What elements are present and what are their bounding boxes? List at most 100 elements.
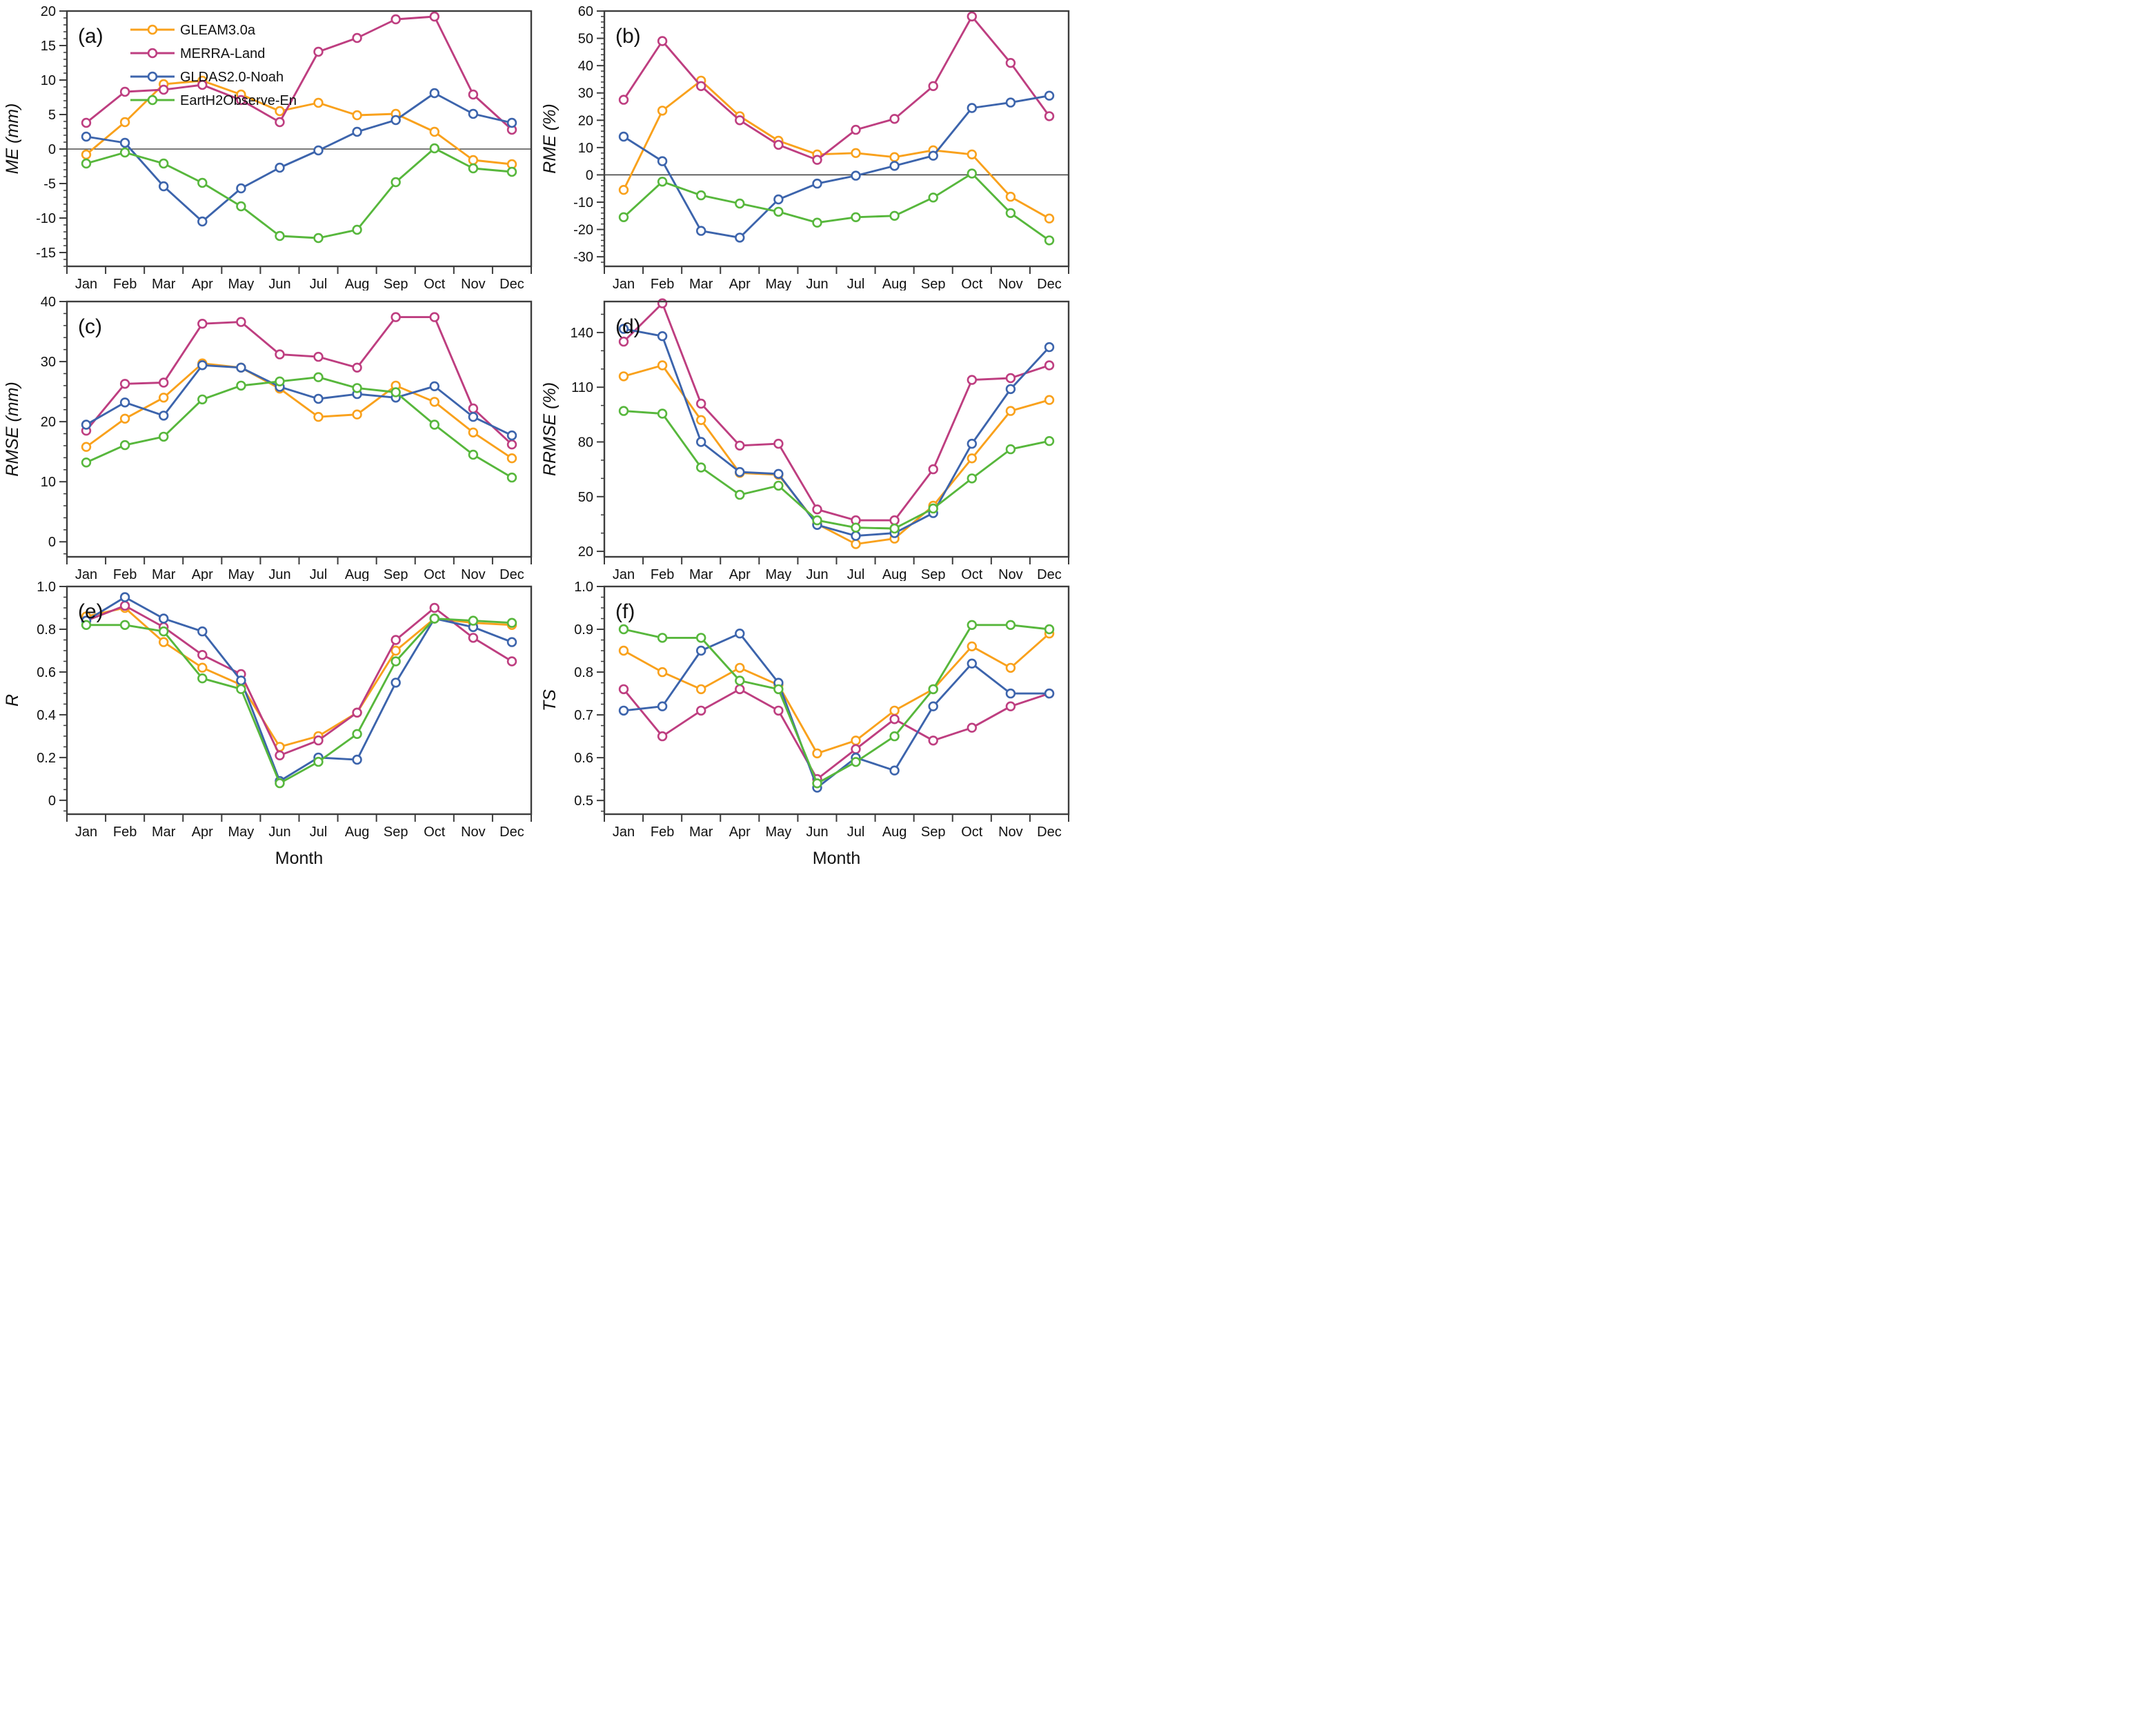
- data-point-marker: [967, 473, 977, 484]
- month-label: Jul: [847, 277, 865, 290]
- data-point-marker: [618, 645, 629, 656]
- data-point-marker: [657, 731, 668, 742]
- y-tick-label: 0: [48, 535, 56, 550]
- data-point-marker: [1005, 384, 1016, 395]
- data-point-marker: [81, 420, 92, 430]
- data-point-marker: [390, 387, 401, 397]
- data-point-marker: [812, 515, 822, 526]
- data-point-marker: [1005, 208, 1016, 218]
- data-point-marker: [773, 206, 784, 217]
- data-point-marker: [119, 620, 130, 630]
- data-point-marker: [773, 705, 784, 716]
- data-point-marker: [275, 778, 285, 789]
- month-label: Dec: [1037, 567, 1062, 581]
- data-point-marker: [390, 656, 401, 667]
- data-point-marker: [275, 349, 285, 359]
- month-label: Aug: [882, 277, 907, 290]
- series-GLDAS2.0-Noah-markers: [618, 628, 1055, 793]
- data-point-marker: [236, 380, 246, 391]
- legend-label: GLDAS2.0-Noah: [180, 70, 284, 85]
- data-point-marker: [352, 729, 362, 740]
- data-point-marker: [81, 149, 92, 160]
- month-label: May: [228, 825, 254, 840]
- data-point-marker: [313, 233, 324, 244]
- data-point-marker: [506, 453, 517, 464]
- series-EartH2Observe-En-markers: [618, 620, 1055, 789]
- panel-letter: (c): [78, 315, 102, 338]
- data-point-marker: [352, 32, 362, 43]
- data-point-marker: [1005, 373, 1016, 384]
- data-point-marker: [1044, 624, 1055, 635]
- plot-area: [604, 11, 1069, 266]
- plot-frame: [66, 10, 533, 268]
- series-GLEAM3.0a-line: [85, 362, 513, 460]
- series-EartH2Observe-En-markers: [81, 613, 517, 789]
- data-point-marker: [773, 438, 784, 449]
- data-point-marker: [657, 298, 668, 308]
- data-point-marker: [735, 440, 745, 451]
- data-point-marker: [889, 714, 900, 724]
- data-point-marker: [1005, 406, 1016, 416]
- series-GLDAS2.0-Noah-markers: [81, 88, 517, 227]
- data-point-marker: [352, 110, 362, 121]
- series-GLDAS2.0-Noah-line: [85, 596, 513, 782]
- month-label: Feb: [113, 567, 137, 581]
- data-point-marker: [773, 480, 784, 491]
- panel-d-chart: 140 110 80 50 20 Jan Feb Mar Apr May Jun Jul Aug Sep O…: [537, 290, 1075, 581]
- month-label: Oct: [424, 567, 446, 581]
- y-axis-ticks: 60 50 40 30 20 10 0 -10 -20 -30: [573, 4, 604, 265]
- data-point-marker: [618, 406, 629, 416]
- data-point-marker: [618, 324, 629, 334]
- month-label: Jan: [613, 825, 635, 840]
- data-point-marker: [1044, 688, 1055, 699]
- data-point-marker: [851, 212, 861, 222]
- month-label: Mar: [689, 277, 713, 290]
- data-point-marker: [506, 440, 517, 450]
- data-point-marker: [352, 409, 362, 420]
- data-point-marker: [618, 212, 629, 222]
- data-point-marker: [1005, 620, 1016, 630]
- month-label: Feb: [651, 277, 674, 290]
- data-point-marker: [197, 626, 208, 637]
- data-point-marker: [119, 147, 130, 158]
- data-point-marker: [429, 11, 439, 22]
- data-point-marker: [696, 462, 706, 473]
- y-tick-label: 30: [41, 355, 56, 370]
- data-point-marker: [1044, 436, 1055, 446]
- data-point-marker: [1005, 57, 1016, 68]
- month-label: Jan: [75, 825, 97, 840]
- data-point-marker: [390, 678, 401, 688]
- legend-marker-icon: [147, 95, 158, 106]
- panel-letter: (b): [615, 25, 641, 48]
- x-axis-ticks: Jan Feb Mar Apr May Jun Jul Aug Sep Oct Nov Dec: [66, 557, 532, 581]
- series-EartH2Observe-En-markers: [618, 406, 1055, 534]
- panel-c-chart: 40 30 20 10 0 Jan Feb Mar Apr May Jun Jul Aug Sep Oct N…: [0, 290, 537, 581]
- y-tick-label: 0.4: [37, 708, 56, 723]
- y-tick-label: 15: [41, 39, 56, 54]
- data-point-marker: [429, 126, 439, 137]
- data-point-marker: [429, 420, 439, 430]
- series-EartH2Observe-En-line: [622, 410, 1051, 530]
- data-point-marker: [618, 131, 629, 142]
- data-point-marker: [390, 635, 401, 645]
- data-point-marker: [657, 667, 668, 678]
- data-point-marker: [967, 11, 977, 22]
- month-label: Mar: [689, 825, 713, 840]
- y-axis-title: RMSE (mm): [3, 382, 22, 476]
- data-point-marker: [275, 376, 285, 387]
- data-point-marker: [352, 224, 362, 235]
- panel-letter: (e): [78, 600, 103, 623]
- data-point-marker: [119, 117, 130, 128]
- y-tick-label: 0.5: [574, 793, 593, 809]
- data-point-marker: [696, 633, 706, 643]
- month-label: Nov: [461, 825, 486, 840]
- data-point-marker: [197, 318, 208, 329]
- month-label: Oct: [424, 277, 446, 290]
- plot-area: [67, 11, 531, 266]
- plot-frame: [603, 300, 1070, 558]
- legend-marker-icon: [147, 48, 158, 59]
- data-point-marker: [159, 181, 169, 192]
- data-point-marker: [197, 394, 208, 405]
- panel-f-chart: 1.0 0.9 0.8 0.7 0.6 0.5 Jan Feb Mar Apr May Jun Jul A…: [537, 581, 1075, 871]
- plot-frame: [603, 10, 1070, 268]
